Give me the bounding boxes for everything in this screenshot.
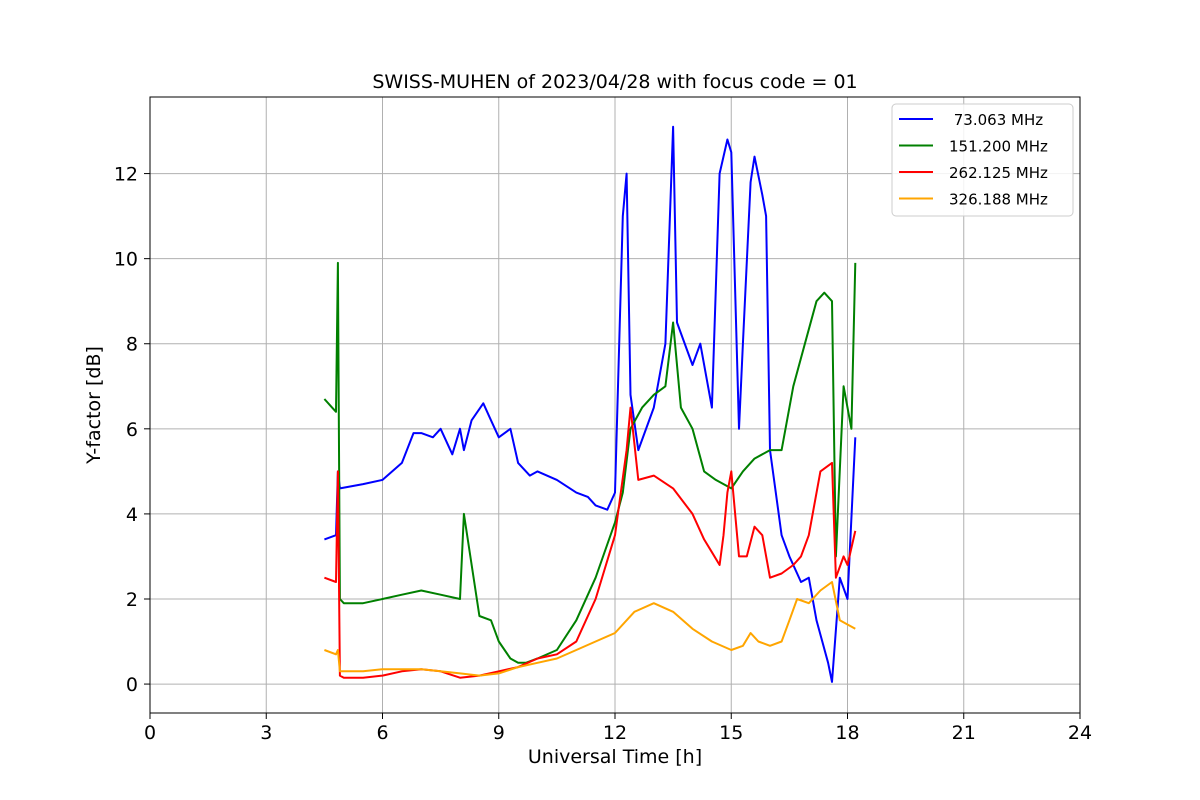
y-tick-label: 10	[114, 249, 138, 271]
x-tick-label: 0	[144, 722, 156, 744]
x-tick-label: 18	[835, 722, 859, 744]
legend-label-3: 326.188 MHz	[949, 191, 1048, 209]
x-tick-label: 9	[493, 722, 505, 744]
series-line-2	[324, 406, 857, 679]
legend-label-1: 151.200 MHz	[949, 138, 1048, 156]
x-axis: 0 3 6 9 12 15 18 21 24	[144, 713, 1092, 744]
x-tick-label: 24	[1068, 722, 1092, 744]
y-tick-label: 4	[126, 504, 138, 526]
y-tick-label: 2	[126, 589, 138, 611]
series-line-3	[324, 581, 856, 677]
y-tick-label: 8	[126, 334, 138, 356]
legend-box	[891, 103, 1074, 217]
y-tick-label: 12	[114, 164, 138, 186]
series-line-0	[324, 125, 857, 683]
x-tick-label: 3	[260, 722, 272, 744]
chart-title: SWISS-MUHEN of 2023/04/28 with focus cod…	[372, 71, 857, 93]
x-axis-label: Universal Time [h]	[528, 746, 702, 768]
legend-label-2: 262.125 MHz	[949, 164, 1048, 182]
y-tick-label: 0	[126, 674, 138, 696]
x-tick-label: 12	[603, 722, 627, 744]
x-tick-label: 6	[376, 722, 388, 744]
series-layer	[323, 125, 857, 683]
x-tick-label: 21	[952, 722, 976, 744]
x-tick-label: 15	[719, 722, 743, 744]
y-axis: 0 2 4 6 8 10 12	[114, 164, 150, 696]
y-axis-label: Y-factor [dB]	[83, 346, 105, 465]
y-tick-label: 6	[126, 419, 138, 441]
legend: 73.063 MHz 151.200 MHz 262.125 MHz 326.188 …	[891, 103, 1074, 217]
legend-label-0: 73.063 MHz	[949, 111, 1043, 129]
